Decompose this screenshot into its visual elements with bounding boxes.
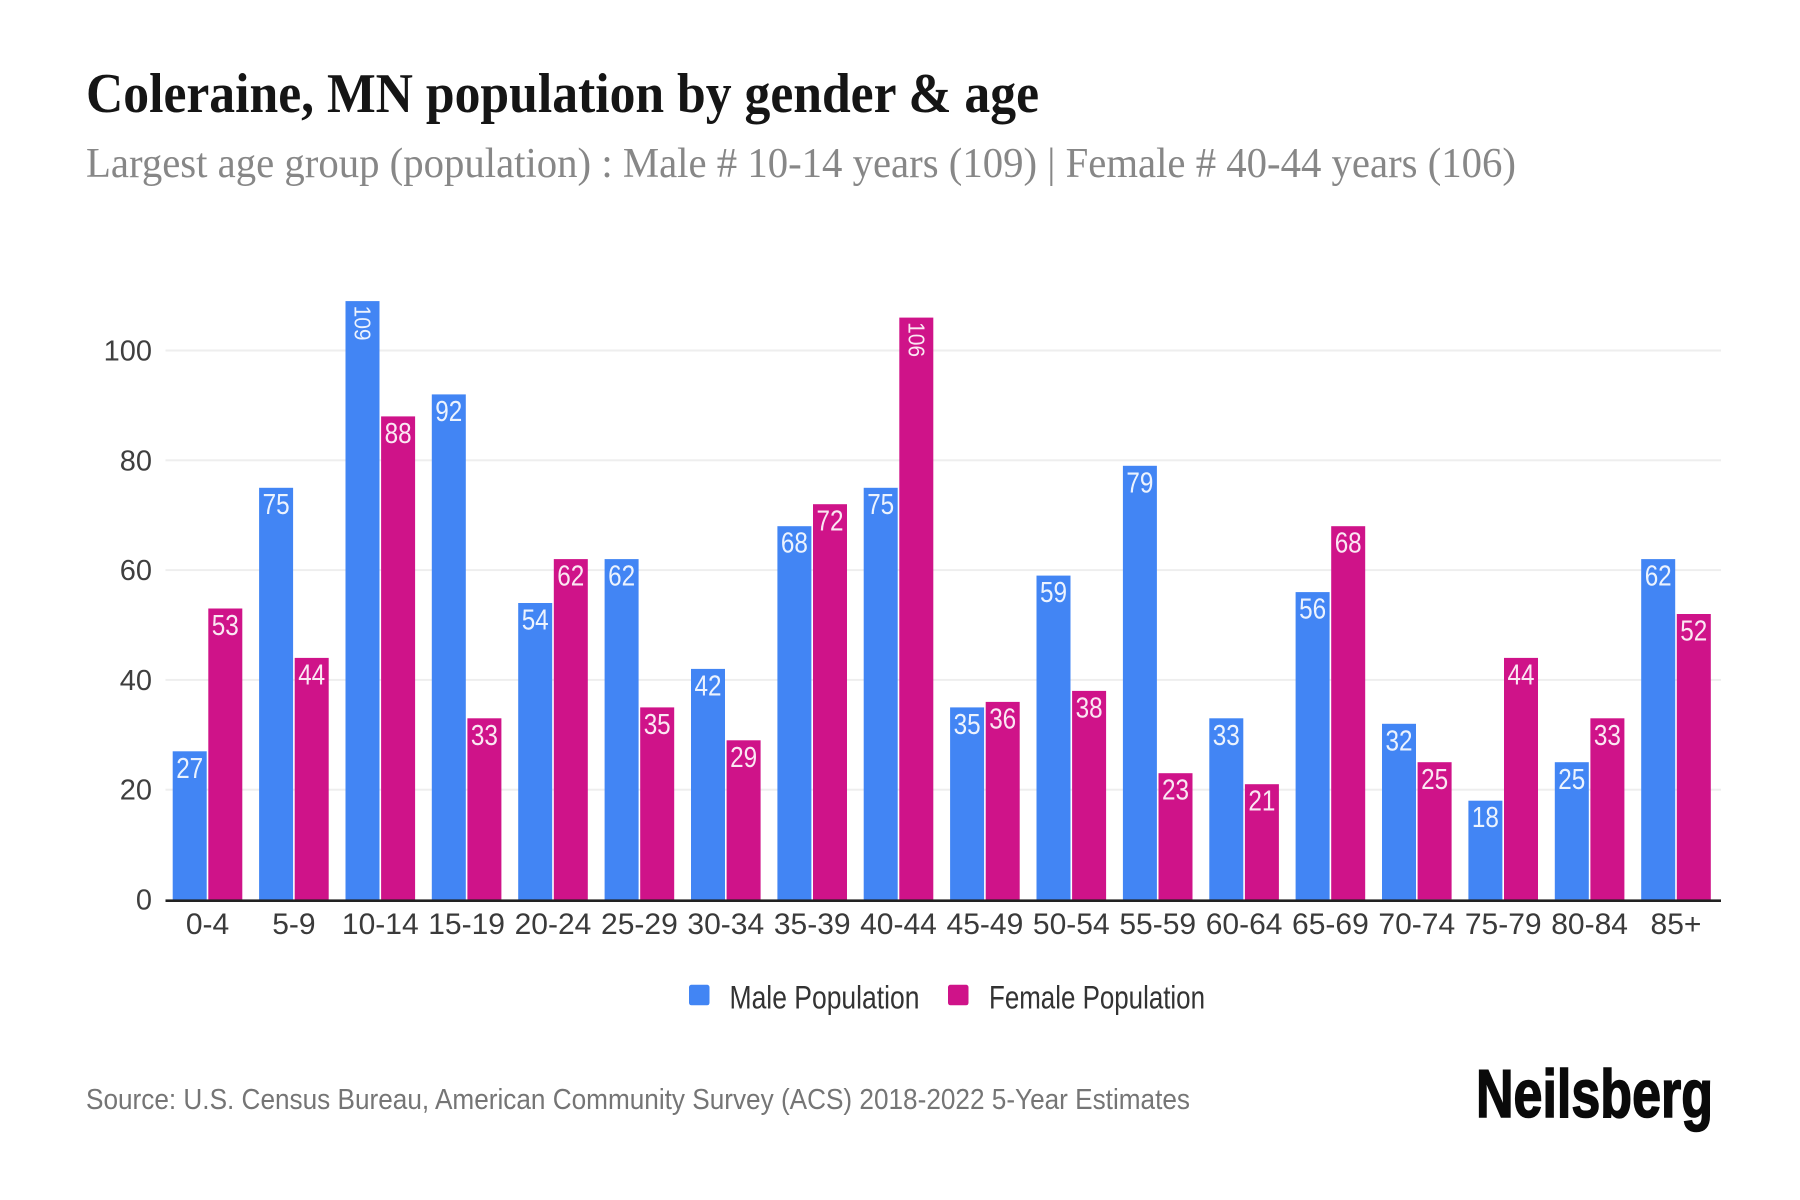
svg-text:109: 109	[350, 306, 376, 341]
svg-text:36: 36	[989, 703, 1016, 735]
svg-text:62: 62	[608, 561, 635, 593]
svg-text:65-69: 65-69	[1292, 908, 1369, 941]
svg-text:56: 56	[1299, 594, 1326, 626]
svg-text:70-74: 70-74	[1378, 908, 1455, 941]
svg-text:33: 33	[471, 720, 498, 752]
svg-text:80-84: 80-84	[1551, 908, 1628, 941]
svg-text:40-44: 40-44	[860, 908, 937, 941]
svg-text:Neilsberg: Neilsberg	[1476, 1056, 1713, 1132]
svg-text:60-64: 60-64	[1206, 908, 1283, 941]
svg-text:21: 21	[1248, 786, 1275, 818]
svg-text:25: 25	[1421, 764, 1448, 796]
svg-text:38: 38	[1076, 692, 1103, 724]
svg-text:33: 33	[1213, 720, 1240, 752]
svg-text:45-49: 45-49	[947, 908, 1024, 941]
svg-text:88: 88	[385, 418, 412, 450]
svg-text:0-4: 0-4	[186, 908, 229, 941]
svg-text:92: 92	[435, 396, 462, 428]
svg-text:30-34: 30-34	[687, 908, 764, 941]
svg-text:75-79: 75-79	[1465, 908, 1542, 941]
svg-text:0: 0	[136, 885, 152, 917]
svg-text:60: 60	[120, 555, 152, 587]
svg-text:15-19: 15-19	[428, 908, 505, 941]
svg-text:25-29: 25-29	[601, 908, 678, 941]
svg-text:10-14: 10-14	[342, 908, 419, 941]
svg-text:80: 80	[120, 445, 152, 477]
svg-text:Largest age group (population): Largest age group (population) : Male # …	[86, 140, 1516, 187]
svg-text:32: 32	[1386, 725, 1413, 757]
svg-text:5-9: 5-9	[272, 908, 315, 941]
svg-text:29: 29	[730, 742, 757, 774]
svg-text:59: 59	[1040, 577, 1067, 609]
svg-text:53: 53	[212, 610, 239, 642]
svg-text:52: 52	[1680, 616, 1707, 648]
svg-text:Male Population: Male Population	[730, 980, 920, 1016]
svg-text:35-39: 35-39	[774, 908, 851, 941]
svg-text:18: 18	[1472, 802, 1499, 834]
svg-text:20-24: 20-24	[515, 908, 592, 941]
svg-text:44: 44	[1508, 659, 1535, 691]
svg-text:106: 106	[903, 322, 929, 357]
svg-text:62: 62	[1645, 561, 1672, 593]
svg-text:55-59: 55-59	[1119, 908, 1196, 941]
svg-text:33: 33	[1594, 720, 1621, 752]
svg-text:44: 44	[298, 659, 325, 691]
svg-text:50-54: 50-54	[1033, 908, 1110, 941]
svg-text:35: 35	[954, 709, 981, 741]
svg-text:Coleraine, MN population by ge: Coleraine, MN population by gender & age	[86, 63, 1039, 125]
svg-text:79: 79	[1126, 467, 1153, 499]
svg-text:54: 54	[522, 605, 549, 637]
svg-text:75: 75	[263, 489, 290, 521]
svg-text:75: 75	[867, 489, 894, 521]
svg-text:72: 72	[817, 506, 844, 538]
svg-text:40: 40	[120, 665, 152, 697]
svg-text:27: 27	[176, 753, 203, 785]
svg-text:62: 62	[557, 561, 584, 593]
svg-text:Source: U.S. Census Bureau, Am: Source: U.S. Census Bureau, American Com…	[86, 1084, 1190, 1116]
svg-text:85+: 85+	[1651, 908, 1702, 941]
svg-text:42: 42	[695, 670, 722, 702]
svg-text:68: 68	[1335, 528, 1362, 560]
svg-text:Female Population: Female Population	[989, 980, 1205, 1016]
svg-text:35: 35	[644, 709, 671, 741]
svg-text:68: 68	[781, 528, 808, 560]
svg-text:25: 25	[1558, 764, 1585, 796]
svg-text:20: 20	[120, 775, 152, 807]
svg-text:23: 23	[1162, 775, 1189, 807]
svg-text:100: 100	[104, 336, 152, 368]
